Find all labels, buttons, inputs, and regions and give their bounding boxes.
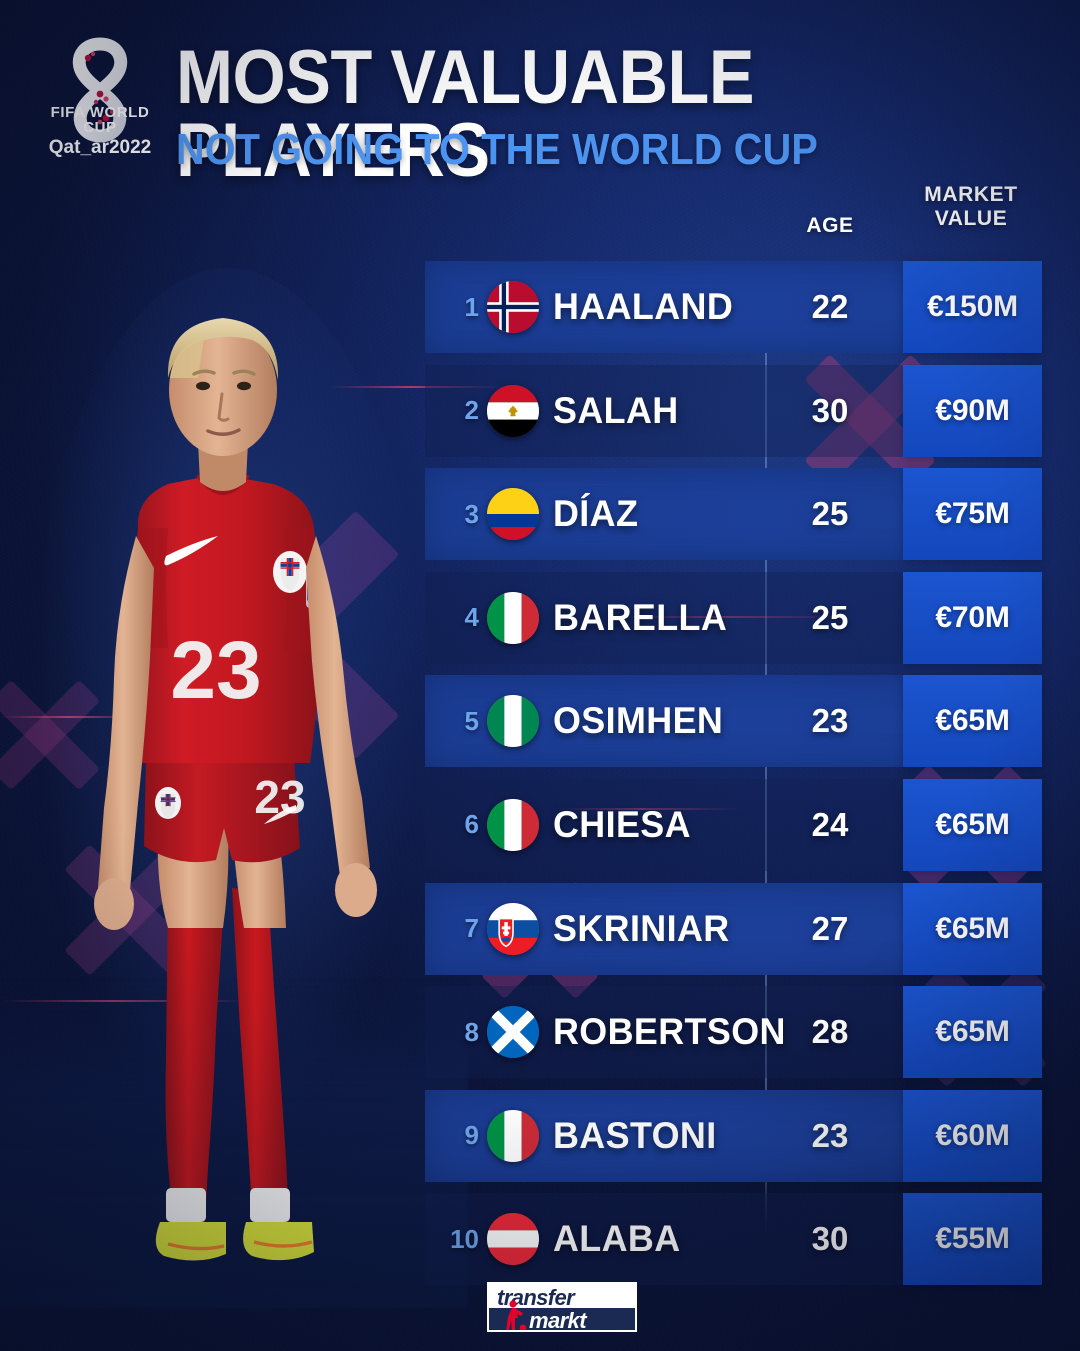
player-market-value: €150M [903, 261, 1042, 353]
player-market-value: €65M [903, 882, 1042, 975]
flag-colombia [487, 488, 539, 541]
player-market-value: €55M [903, 1193, 1042, 1286]
rank-number: 10 [450, 1223, 479, 1254]
table-row[interactable]: 8 ROBERTSON 28 €65M [425, 980, 1042, 1084]
flag-austria [487, 1213, 539, 1266]
player-market-value: €75M [903, 468, 1042, 561]
transfermarkt-bottom-bar [489, 1308, 635, 1330]
flag-egypt [487, 384, 539, 437]
table-row[interactable]: 6 CHIESA 24 €65M [425, 773, 1042, 877]
column-header-market-value-line1: MARKET [924, 183, 1018, 206]
flag-italy [487, 1109, 539, 1162]
player-name: ROBERTSON [553, 1011, 786, 1053]
rank-number: 2 [464, 395, 479, 426]
player-name: ALABA [553, 1218, 681, 1260]
column-header-age: AGE [806, 214, 854, 237]
rank-number: 3 [464, 498, 479, 529]
player-photo: 23 [0, 228, 468, 1308]
table-row[interactable]: 3 DÍAZ 25 €75M [425, 462, 1042, 566]
transfermarkt-word-markt: markt [529, 1308, 587, 1332]
logo-wordmark: FIFA WORLD CUP Qat_ar2022 [36, 103, 164, 159]
table-row[interactable]: 1 HAALAND 22 €150M [425, 255, 1042, 359]
rank-number: 9 [464, 1120, 479, 1151]
player-market-value: €65M [903, 675, 1042, 768]
ranking-table: 1 HAALAND 22 €150M 2 SALAH 30 €90M 3 DÍAZ 25 €75… [425, 255, 1042, 1291]
player-name: SKRINIAR [553, 907, 730, 949]
player-name: DÍAZ [553, 493, 639, 535]
player-market-value: €65M [903, 778, 1042, 871]
page-subtitle: NOT GOING TO THE WORLD CUP [176, 125, 818, 174]
flag-nigeria [487, 695, 539, 748]
player-age: 22 [811, 288, 849, 325]
rank-number: 6 [464, 809, 479, 840]
table-row[interactable]: 9 BASTONI 23 €60M [425, 1084, 1042, 1188]
svg-text:23: 23 [170, 625, 261, 716]
rank-number: 1 [464, 291, 479, 322]
flag-italy [487, 798, 539, 851]
table-row[interactable]: 10 ALABA 30 €55M [425, 1187, 1042, 1291]
player-age: 25 [811, 598, 849, 636]
player-market-value: €60M [903, 1089, 1042, 1182]
player-age: 27 [811, 909, 849, 947]
player-market-value: €65M [903, 986, 1042, 1079]
flag-norway [487, 281, 539, 333]
player-age: 28 [811, 1013, 849, 1051]
table-row[interactable]: 2 SALAH 30 €90M [425, 359, 1042, 463]
logo-wordmark-line2: Qat_ar2022 [48, 137, 152, 159]
table-row[interactable]: 7 SKRINIAR 27 €65M [425, 877, 1042, 981]
flag-italy [487, 591, 539, 644]
column-header-market-value-line2: VALUE [934, 206, 1008, 230]
transfermarkt-logo[interactable]: transfer markt [487, 1282, 637, 1332]
rank-number: 5 [464, 705, 479, 736]
player-age: 23 [811, 1116, 849, 1154]
player-market-value: €90M [903, 364, 1042, 457]
player-name: SALAH [553, 389, 679, 431]
rank-number: 4 [464, 602, 479, 633]
player-name: OSIMHEN [553, 700, 724, 742]
player-name: HAALAND [553, 286, 734, 327]
player-age: 25 [811, 495, 849, 533]
transfermarkt-player-icon [506, 1300, 527, 1330]
player-market-value: €70M [903, 571, 1042, 664]
player-name: BARELLA [553, 596, 728, 638]
flag-slovakia [487, 902, 539, 955]
fifa-world-cup-qatar-2022-logo: FIFA WORLD CUP Qat_ar2022 [36, 34, 164, 176]
flag-scotland [487, 1006, 539, 1059]
logo-wordmark-line1: FIFA WORLD CUP [50, 103, 150, 137]
player-age: 24 [811, 805, 849, 843]
rank-number: 7 [464, 913, 479, 944]
table-row[interactable]: 5 OSIMHEN 23 €65M [425, 669, 1042, 773]
rank-number: 8 [464, 1016, 479, 1047]
player-name: CHIESA [553, 803, 691, 845]
column-header-market-value: MARKET VALUE [900, 183, 1042, 230]
player-age: 30 [811, 391, 849, 429]
player-age: 23 [811, 702, 849, 740]
player-name: BASTONI [553, 1114, 717, 1156]
table-row[interactable]: 4 BARELLA 25 €70M [425, 566, 1042, 670]
player-age: 30 [811, 1220, 849, 1258]
